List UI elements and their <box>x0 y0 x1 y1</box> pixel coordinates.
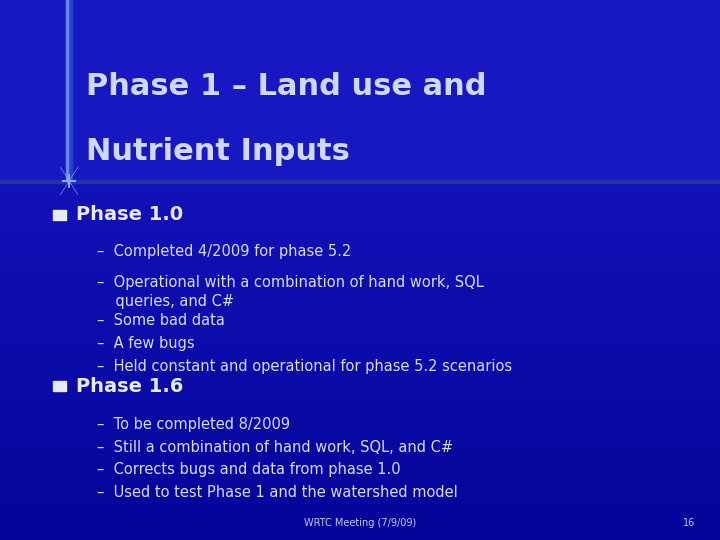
Bar <box>0 468 720 477</box>
Bar <box>0 0 720 9</box>
Bar <box>0 477 720 486</box>
Bar <box>0 162 720 171</box>
Bar <box>0 306 720 315</box>
Bar <box>0 36 720 45</box>
Bar <box>0 45 720 54</box>
Bar <box>0 126 720 135</box>
Bar <box>0 351 720 360</box>
Bar <box>0 27 720 36</box>
Bar <box>0 153 720 162</box>
Bar <box>0 333 720 342</box>
Bar <box>66 0 68 181</box>
Bar <box>0 135 720 144</box>
Bar <box>0 63 720 72</box>
Bar <box>0 198 720 207</box>
Bar <box>0 459 720 468</box>
Bar <box>0 144 720 153</box>
Text: –  Used to test Phase 1 and the watershed model: – Used to test Phase 1 and the watershed… <box>97 485 458 500</box>
Text: WRTC Meeting (7/9/09): WRTC Meeting (7/9/09) <box>304 518 416 528</box>
Bar <box>0 360 720 369</box>
Bar <box>0 450 720 459</box>
Bar <box>0 171 720 180</box>
Bar <box>0 342 720 351</box>
Text: –  A few bugs: – A few bugs <box>97 336 195 351</box>
Bar <box>0 513 720 522</box>
Bar <box>0 378 720 387</box>
Text: –  Some bad data: – Some bad data <box>97 313 225 328</box>
Bar <box>0 270 720 279</box>
Bar <box>0 90 720 99</box>
Bar <box>0 441 720 450</box>
Bar <box>0 486 720 495</box>
Text: –  Completed 4/2009 for phase 5.2: – Completed 4/2009 for phase 5.2 <box>97 244 351 259</box>
Bar <box>0 234 720 243</box>
Bar <box>0 405 720 414</box>
Text: –  Still a combination of hand work, SQL, and C#: – Still a combination of hand work, SQL,… <box>97 440 454 455</box>
Bar <box>0 279 720 288</box>
Bar <box>53 210 66 220</box>
Bar <box>0 495 720 504</box>
Bar <box>0 288 720 297</box>
Bar <box>0 369 720 378</box>
Bar <box>0 261 720 270</box>
Text: –  Operational with a combination of hand work, SQL
    queries, and C#: – Operational with a combination of hand… <box>97 275 484 309</box>
Bar <box>0 81 720 90</box>
Bar <box>0 531 720 540</box>
Bar <box>0 9 720 18</box>
Bar <box>0 522 720 531</box>
Bar <box>0 117 720 126</box>
Bar <box>0 108 720 117</box>
Bar <box>0 243 720 252</box>
Bar <box>0 180 720 189</box>
Bar <box>0 315 720 324</box>
Text: –  To be completed 8/2009: – To be completed 8/2009 <box>97 417 290 432</box>
Text: 16: 16 <box>683 518 695 528</box>
Bar <box>0 54 720 63</box>
Bar <box>0 18 720 27</box>
Bar <box>0 0 720 181</box>
Bar <box>0 216 720 225</box>
Bar <box>0 207 720 216</box>
Bar <box>0 432 720 441</box>
Text: Phase 1.6: Phase 1.6 <box>76 376 183 396</box>
Bar <box>0 396 720 405</box>
Text: Phase 1.0: Phase 1.0 <box>76 205 183 225</box>
Bar <box>53 381 66 391</box>
Bar <box>0 72 720 81</box>
Bar <box>0 297 720 306</box>
Bar <box>0 225 720 234</box>
Text: –  Held constant and operational for phase 5.2 scenarios: – Held constant and operational for phas… <box>97 359 513 374</box>
Bar <box>0 387 720 396</box>
Bar <box>0 324 720 333</box>
Bar <box>0 99 720 108</box>
Bar <box>0 180 720 183</box>
Text: Nutrient Inputs: Nutrient Inputs <box>86 137 350 166</box>
Bar <box>0 414 720 423</box>
Text: Phase 1 – Land use and: Phase 1 – Land use and <box>86 72 487 101</box>
Bar <box>0 423 720 432</box>
Bar <box>66 0 72 181</box>
Text: –  Corrects bugs and data from phase 1.0: – Corrects bugs and data from phase 1.0 <box>97 462 401 477</box>
Bar <box>0 189 720 198</box>
Bar <box>0 252 720 261</box>
Bar <box>0 504 720 513</box>
